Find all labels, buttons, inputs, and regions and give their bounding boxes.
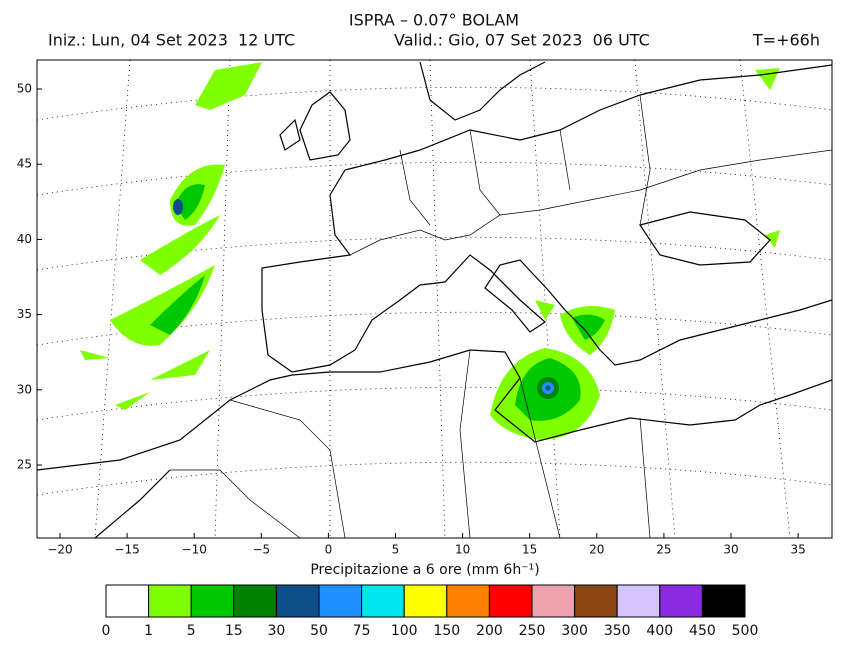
- colorbar-label: 500: [732, 623, 759, 639]
- color-swatch: [488, 584, 533, 618]
- graticule-line: [429, 60, 446, 538]
- x-tick-label: 10: [455, 543, 470, 557]
- graticule-line: [739, 60, 791, 538]
- color-swatch: [105, 584, 150, 618]
- y-tick-label: 45: [17, 157, 32, 171]
- coastline: [261, 169, 832, 373]
- border: [399, 94, 651, 226]
- legend-title: Precipitazione a 6 ore (mm 6h⁻¹): [310, 562, 539, 578]
- init-time: Iniz.: Lun, 04 Set 2023 12 UTC: [48, 31, 295, 50]
- precip-area: [545, 385, 551, 391]
- graticule: [37, 60, 832, 538]
- graticule-line: [94, 60, 131, 538]
- precip-area: [572, 314, 605, 340]
- precip-area: [173, 199, 183, 215]
- graticule-line: [37, 161, 832, 196]
- colorbar-label: 300: [561, 623, 588, 639]
- precipitation: [80, 62, 780, 440]
- colorbar-label: 250: [519, 623, 546, 639]
- x-tick-label: 30: [723, 543, 738, 557]
- colorbar-label: 30: [267, 623, 285, 639]
- color-swatch: [659, 584, 703, 618]
- x-tick-label: 35: [790, 543, 805, 557]
- x-tick-label: 20: [589, 543, 604, 557]
- graticule-line: [634, 60, 676, 538]
- precip-area: [175, 184, 205, 220]
- color-swatch: [531, 584, 576, 618]
- x-tick-label: 25: [656, 543, 671, 557]
- color-swatch: [318, 584, 363, 618]
- colorbar-label: 5: [187, 623, 196, 639]
- valid-time: Valid.: Gio, 07 Set 2023 06 UTC: [394, 31, 650, 50]
- y-tick-label: 50: [17, 82, 32, 96]
- colorbar: 0 1 5 15 30 50 75 100 150 200 250 300 350 400 450 500: [102, 584, 759, 639]
- y-tick-label: 40: [17, 232, 32, 246]
- x-tick-label: −5: [252, 543, 270, 557]
- border: [170, 349, 651, 538]
- y-tick-label: 35: [17, 307, 32, 321]
- color-swatch: [233, 584, 277, 618]
- coastline: [94, 469, 171, 538]
- x-tick-label: 5: [392, 543, 400, 557]
- color-swatch: [275, 584, 320, 618]
- title: ISPRA – 0.07° BOLAM: [349, 11, 519, 30]
- map: [37, 60, 832, 538]
- x-tick-label: 0: [325, 543, 333, 557]
- lead-time: T=+66h: [752, 31, 820, 50]
- colorbar-label: 50: [310, 623, 328, 639]
- color-swatch: [403, 584, 448, 618]
- color-swatch: [446, 584, 490, 618]
- color-swatch: [361, 584, 405, 618]
- x-tick-label: −20: [47, 543, 72, 557]
- color-swatch: [701, 584, 746, 618]
- map-frame: [36, 59, 833, 539]
- precip-area: [80, 350, 210, 410]
- color-swatch: [190, 584, 235, 618]
- colorbar-label: 1: [144, 623, 153, 639]
- color-swatch: [616, 584, 661, 618]
- precip-area: [535, 68, 780, 320]
- y-tick-label: 25: [17, 458, 32, 472]
- axes: −20 −15 −10 −5 0 5 10 15 20 25 30 35 50 45 40 35 30 25: [17, 82, 806, 557]
- colorbar-label: 400: [646, 623, 673, 639]
- colorbar-label: 75: [353, 623, 371, 639]
- colorbar-label: 150: [433, 623, 460, 639]
- coastline: [419, 61, 546, 121]
- borders: [170, 94, 832, 538]
- precip-area: [150, 275, 205, 335]
- precip-area: [110, 265, 215, 346]
- y-tick-label: 30: [17, 382, 32, 396]
- colorbar-label: 350: [604, 623, 631, 639]
- graticule-line: [37, 461, 832, 496]
- color-swatch: [574, 584, 618, 618]
- coastline: [37, 349, 832, 471]
- coastline: [639, 211, 771, 266]
- colorbar-label: 15: [225, 623, 243, 639]
- colorbar-label: 100: [391, 623, 418, 639]
- color-swatch: [148, 584, 192, 618]
- graticule-line: [37, 386, 832, 421]
- precip-area: [195, 62, 262, 110]
- graticule-line: [214, 60, 231, 538]
- coastline: [299, 91, 351, 161]
- x-tick-label: −15: [114, 543, 139, 557]
- precip-area: [140, 215, 220, 275]
- colorbar-label: 450: [689, 623, 716, 639]
- x-tick-label: 15: [522, 543, 537, 557]
- colorbar-label: 0: [102, 623, 111, 639]
- coastline: [344, 64, 832, 171]
- x-tick-label: −10: [182, 543, 207, 557]
- border: [349, 149, 832, 256]
- colorbar-label: 200: [476, 623, 503, 639]
- coastline: [279, 118, 301, 151]
